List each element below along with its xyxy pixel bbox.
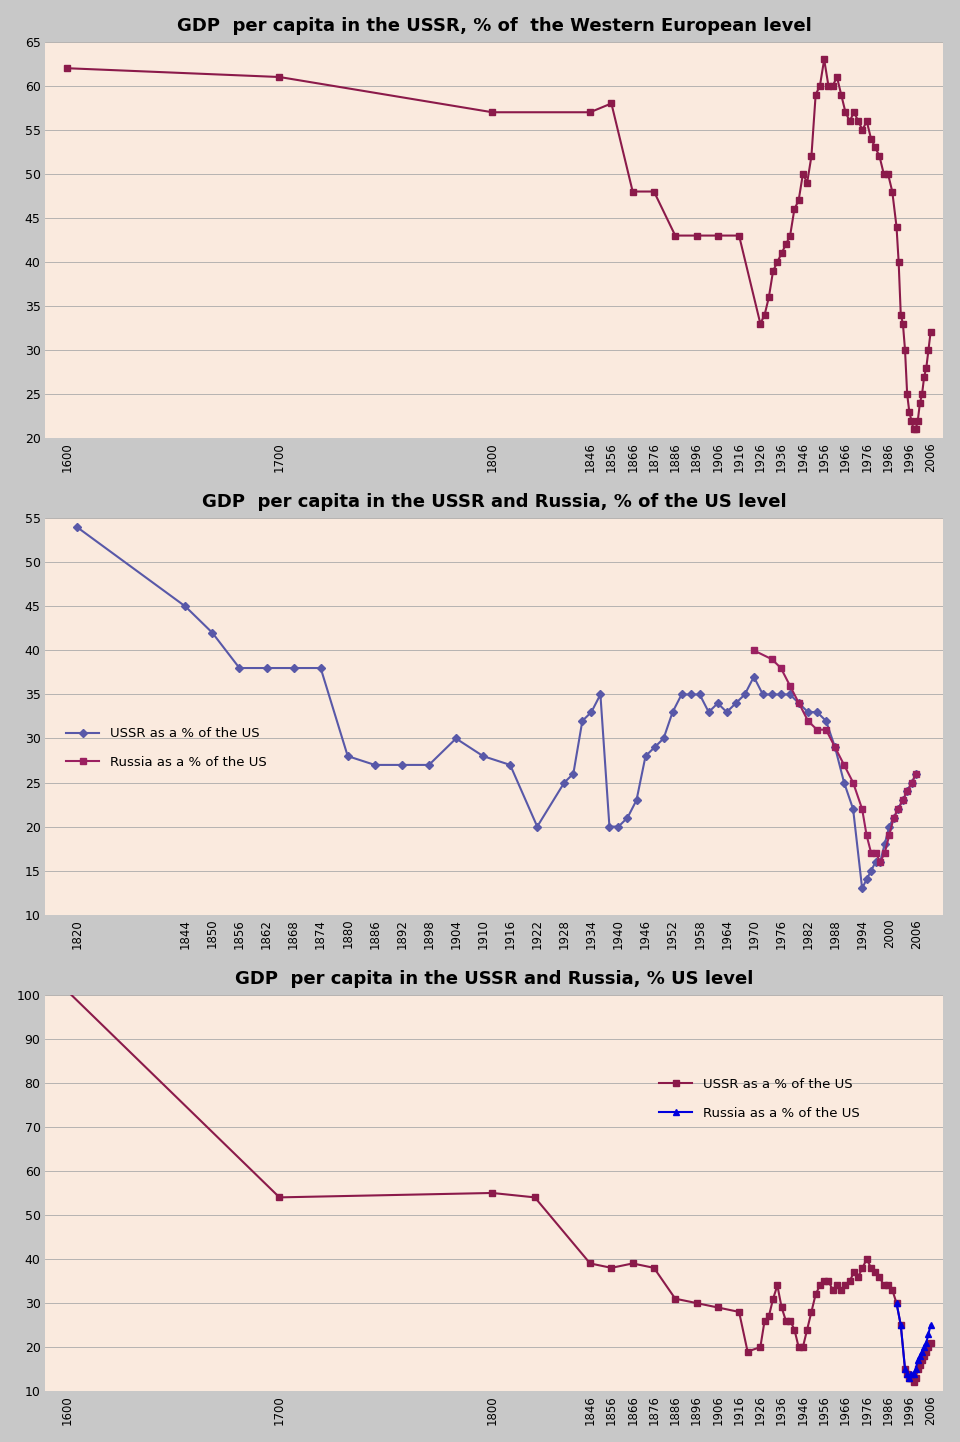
USSR as a % of the US [784, 1312, 796, 1330]
Russia as a % of the US [906, 774, 918, 792]
Russia as a % of the US [910, 766, 922, 783]
Russia as a % of the US [793, 695, 804, 712]
Russia as a % of the US [829, 738, 841, 756]
Title: GDP  per capita in the USSR and Russia, % of the US level: GDP per capita in the USSR and Russia, %… [202, 493, 786, 510]
Russia as a % of the US [895, 1317, 906, 1334]
Russia as a % of the US [861, 826, 873, 844]
Russia as a % of the US [912, 1351, 924, 1368]
Russia as a % of the US [901, 783, 913, 800]
Russia as a % of the US [848, 774, 859, 792]
Russia as a % of the US [891, 1295, 902, 1312]
USSR as a % of the US [856, 1259, 868, 1276]
USSR as a % of the US [763, 1308, 775, 1325]
Russia as a % of the US [908, 1366, 920, 1383]
Russia as a % of the US [838, 756, 850, 773]
Russia as a % of the US [865, 845, 876, 862]
Russia as a % of the US [921, 1334, 932, 1351]
Russia as a % of the US [879, 845, 891, 862]
USSR as a % of the US [910, 766, 922, 783]
Line: USSR as a % of the US: USSR as a % of the US [63, 988, 934, 1386]
USSR as a % of the US [856, 880, 868, 897]
Russia as a % of the US [893, 800, 904, 818]
Russia as a % of the US [916, 1343, 927, 1360]
Russia as a % of the US [910, 1360, 922, 1377]
USSR as a % of the US [780, 1312, 792, 1330]
Russia as a % of the US [883, 826, 895, 844]
USSR as a % of the US [477, 747, 489, 764]
USSR as a % of the US [60, 982, 72, 999]
Russia as a % of the US [820, 721, 831, 738]
USSR as a % of the US [924, 1334, 936, 1351]
USSR as a % of the US [772, 1276, 783, 1293]
USSR as a % of the US [748, 668, 759, 685]
Russia as a % of the US [903, 1370, 915, 1387]
Title: GDP  per capita in the USSR and Russia, % US level: GDP per capita in the USSR and Russia, %… [235, 969, 754, 988]
Legend: USSR as a % of the US, Russia as a % of the US: USSR as a % of the US, Russia as a % of … [61, 722, 272, 774]
Russia as a % of the US [766, 650, 778, 668]
USSR as a % of the US [712, 695, 724, 712]
Russia as a % of the US [914, 1347, 925, 1364]
USSR as a % of the US [712, 1299, 724, 1317]
Russia as a % of the US [923, 1325, 934, 1343]
Russia as a % of the US [901, 1366, 913, 1383]
Russia as a % of the US [875, 854, 886, 871]
Russia as a % of the US [888, 809, 900, 826]
Russia as a % of the US [803, 712, 814, 730]
USSR as a % of the US [908, 1374, 920, 1392]
USSR as a % of the US [612, 818, 624, 835]
Line: Russia as a % of the US: Russia as a % of the US [751, 647, 920, 865]
Russia as a % of the US [811, 721, 823, 738]
Line: USSR as a % of the US: USSR as a % of the US [74, 523, 920, 891]
Russia as a % of the US [775, 659, 786, 676]
Title: GDP  per capita in the USSR, % of  the Western European level: GDP per capita in the USSR, % of the Wes… [177, 17, 812, 35]
Line: Russia as a % of the US: Russia as a % of the US [894, 1299, 934, 1381]
USSR as a % of the US [71, 519, 83, 536]
Russia as a % of the US [924, 1317, 936, 1334]
Russia as a % of the US [870, 845, 881, 862]
Russia as a % of the US [897, 792, 908, 809]
USSR as a % of the US [532, 818, 543, 835]
Russia as a % of the US [856, 800, 868, 818]
USSR as a % of the US [879, 835, 891, 852]
Russia as a % of the US [900, 1360, 911, 1377]
Russia as a % of the US [905, 1366, 917, 1383]
Russia as a % of the US [784, 676, 796, 694]
Russia as a % of the US [919, 1338, 930, 1355]
Legend: USSR as a % of the US, Russia as a % of the US: USSR as a % of the US, Russia as a % of … [654, 1073, 865, 1125]
Russia as a % of the US [748, 642, 759, 659]
